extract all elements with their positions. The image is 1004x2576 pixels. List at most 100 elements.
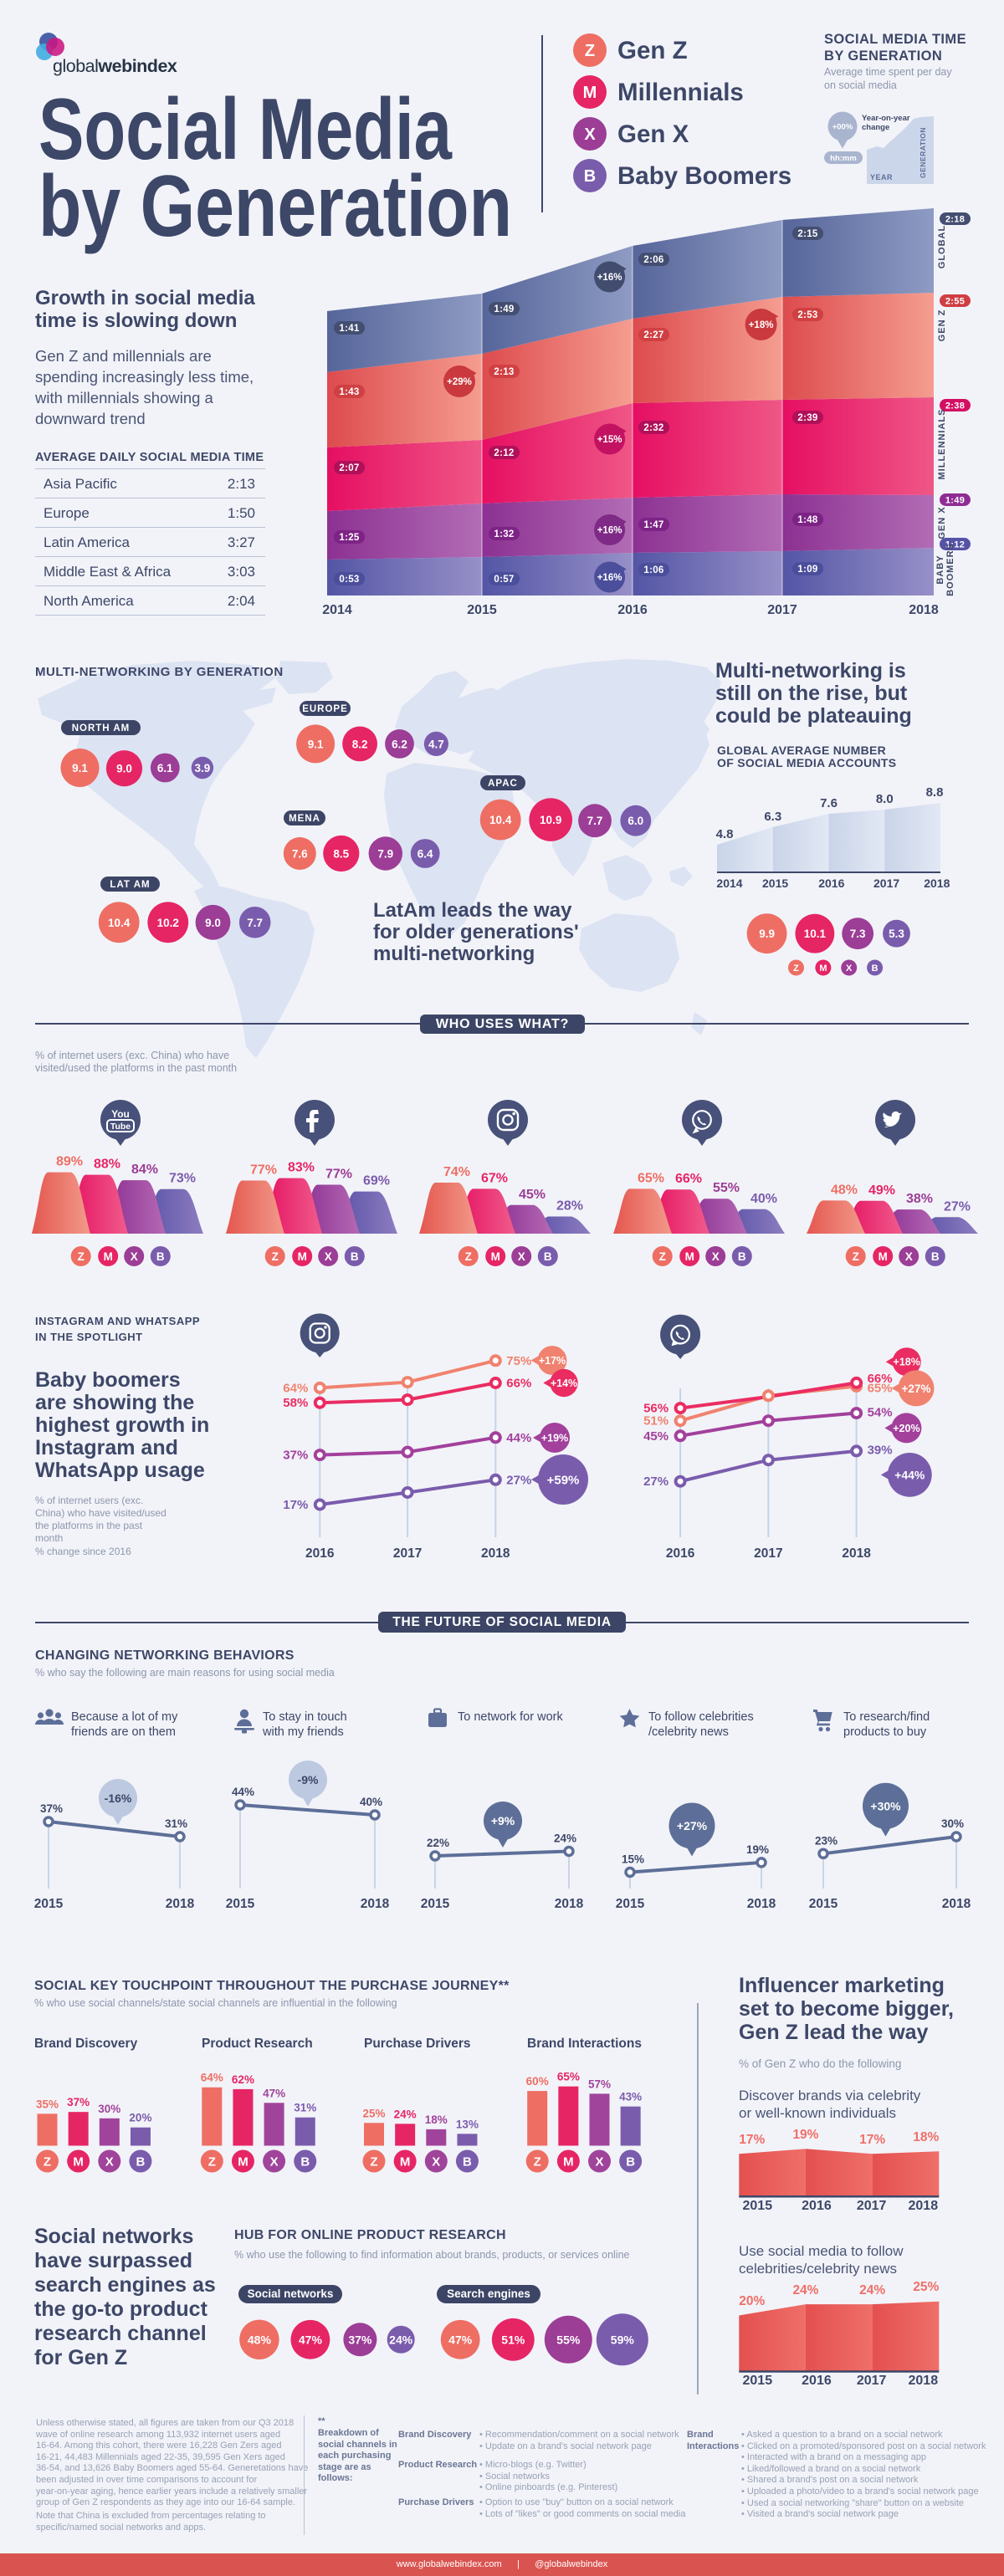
svg-text:MILLENNIALS: MILLENNIALS — [937, 409, 947, 480]
svg-text:88%: 88% — [94, 1158, 120, 1172]
svg-text:1:32: 1:32 — [494, 529, 514, 539]
svg-text:2015: 2015 — [467, 603, 497, 617]
svg-text:38%: 38% — [906, 1192, 933, 1206]
svg-text:BOOMERS: BOOMERS — [945, 543, 955, 596]
svg-text:B: B — [738, 1250, 746, 1263]
svg-text:2015: 2015 — [762, 877, 788, 890]
svg-text:51%: 51% — [501, 2333, 525, 2346]
svg-text:Z: Z — [208, 2155, 216, 2170]
svg-text:B: B — [136, 2155, 146, 2170]
svg-text:20%: 20% — [739, 2294, 765, 2308]
svg-text:7.7: 7.7 — [587, 815, 603, 827]
svg-text:2016: 2016 — [666, 1546, 695, 1561]
svg-text:27%: 27% — [944, 1199, 971, 1214]
svg-text:55%: 55% — [713, 1181, 740, 1195]
svg-text:7.9: 7.9 — [377, 848, 393, 861]
svg-text:Z: Z — [585, 42, 595, 60]
svg-text:2015: 2015 — [809, 1897, 838, 1911]
svg-text:84%: 84% — [131, 1163, 158, 1177]
svg-text:56%: 56% — [643, 1402, 668, 1416]
svg-text:Z: Z — [44, 2155, 51, 2170]
svg-text:51%: 51% — [643, 1414, 668, 1429]
svg-text:B: B — [584, 167, 596, 186]
svg-text:4.8: 4.8 — [716, 827, 734, 841]
svg-text:Z: Z — [659, 1250, 666, 1263]
svg-text:+20%: +20% — [893, 1423, 919, 1434]
svg-text:2014: 2014 — [716, 877, 742, 890]
svg-text:Z: Z — [272, 1250, 279, 1263]
svg-text:+16%: +16% — [597, 573, 622, 583]
svg-text:65%: 65% — [557, 2071, 580, 2083]
svg-text:+16%: +16% — [597, 273, 622, 283]
svg-text:2018: 2018 — [924, 877, 950, 890]
svg-text:Z: Z — [370, 2155, 377, 2170]
svg-text:+44%: +44% — [894, 1468, 925, 1481]
svg-text:24%: 24% — [859, 2283, 885, 2297]
svg-text:43%: 43% — [619, 2091, 642, 2103]
svg-text:B: B — [544, 1250, 552, 1263]
svg-text:31%: 31% — [165, 1817, 187, 1830]
svg-text:M: M — [563, 2155, 574, 2170]
svg-text:7.6: 7.6 — [292, 848, 308, 861]
svg-text:8.8: 8.8 — [926, 785, 944, 800]
svg-text:Baby Boomers: Baby Boomers — [617, 162, 791, 190]
svg-text:47%: 47% — [263, 2087, 285, 2099]
svg-text:55%: 55% — [556, 2333, 581, 2346]
svg-text:17%: 17% — [283, 1498, 308, 1512]
svg-text:B: B — [351, 1250, 359, 1263]
svg-text:+17%: +17% — [539, 1355, 566, 1367]
svg-text:4.7: 4.7 — [428, 738, 444, 750]
svg-text:Social Media: Social Media — [38, 81, 453, 178]
svg-text:18%: 18% — [425, 2113, 448, 2126]
svg-text:2:39: 2:39 — [797, 413, 817, 423]
svg-text:NORTH AM: NORTH AM — [72, 723, 131, 733]
svg-text:47%: 47% — [299, 2333, 323, 2346]
svg-text:2014: 2014 — [322, 603, 352, 617]
svg-text:9.1: 9.1 — [308, 738, 324, 750]
svg-text:45%: 45% — [643, 1429, 668, 1444]
svg-text:-16%: -16% — [105, 1791, 132, 1805]
svg-text:GLOBAL: GLOBAL — [937, 225, 947, 268]
svg-text:Z: Z — [78, 1250, 85, 1263]
svg-text:0:53: 0:53 — [339, 575, 359, 585]
svg-text:X: X — [325, 1250, 332, 1263]
svg-text:10.4: 10.4 — [108, 917, 131, 929]
svg-text:9.9: 9.9 — [759, 928, 775, 940]
svg-text:75%: 75% — [506, 1354, 531, 1368]
svg-text:6.2: 6.2 — [392, 738, 407, 750]
svg-text:30%: 30% — [98, 2103, 120, 2115]
svg-text:9.0: 9.0 — [116, 763, 132, 775]
svg-text:47%: 47% — [448, 2333, 473, 2346]
svg-text:M: M — [685, 1250, 694, 1263]
svg-text:M: M — [238, 2155, 248, 2170]
svg-text:2017: 2017 — [857, 2199, 887, 2213]
svg-text:65%: 65% — [868, 1382, 893, 1396]
svg-text:1:48: 1:48 — [797, 515, 818, 525]
svg-text:2017: 2017 — [873, 877, 899, 890]
svg-text:2:13: 2:13 — [494, 367, 514, 377]
svg-text:1:25: 1:25 — [339, 533, 360, 543]
svg-text:37%: 37% — [40, 1802, 63, 1815]
svg-text:M: M — [104, 1250, 113, 1263]
svg-text:+30%: +30% — [870, 1799, 901, 1812]
svg-text:B: B — [463, 2155, 472, 2170]
svg-text:2017: 2017 — [857, 2374, 887, 2388]
svg-text:Z: Z — [465, 1250, 472, 1263]
svg-text:10.9: 10.9 — [540, 814, 561, 826]
svg-text:19%: 19% — [792, 2128, 818, 2142]
svg-text:Gen X: Gen X — [617, 120, 689, 148]
svg-text:2:18: 2:18 — [945, 214, 965, 224]
svg-text:2:55: 2:55 — [945, 296, 965, 306]
svg-text:1:12: 1:12 — [945, 539, 965, 549]
svg-text:2:12: 2:12 — [494, 448, 514, 458]
svg-text:24%: 24% — [792, 2283, 818, 2297]
svg-text:X: X — [105, 2155, 114, 2170]
svg-text:2015: 2015 — [616, 1897, 645, 1911]
svg-text:89%: 89% — [56, 1155, 83, 1169]
svg-text:1:09: 1:09 — [797, 565, 817, 575]
svg-text:M: M — [819, 963, 827, 974]
svg-text:M: M — [400, 2155, 411, 2170]
svg-text:X: X — [595, 2155, 603, 2170]
svg-text:0:57: 0:57 — [494, 575, 514, 585]
svg-text:2015: 2015 — [743, 2374, 773, 2388]
